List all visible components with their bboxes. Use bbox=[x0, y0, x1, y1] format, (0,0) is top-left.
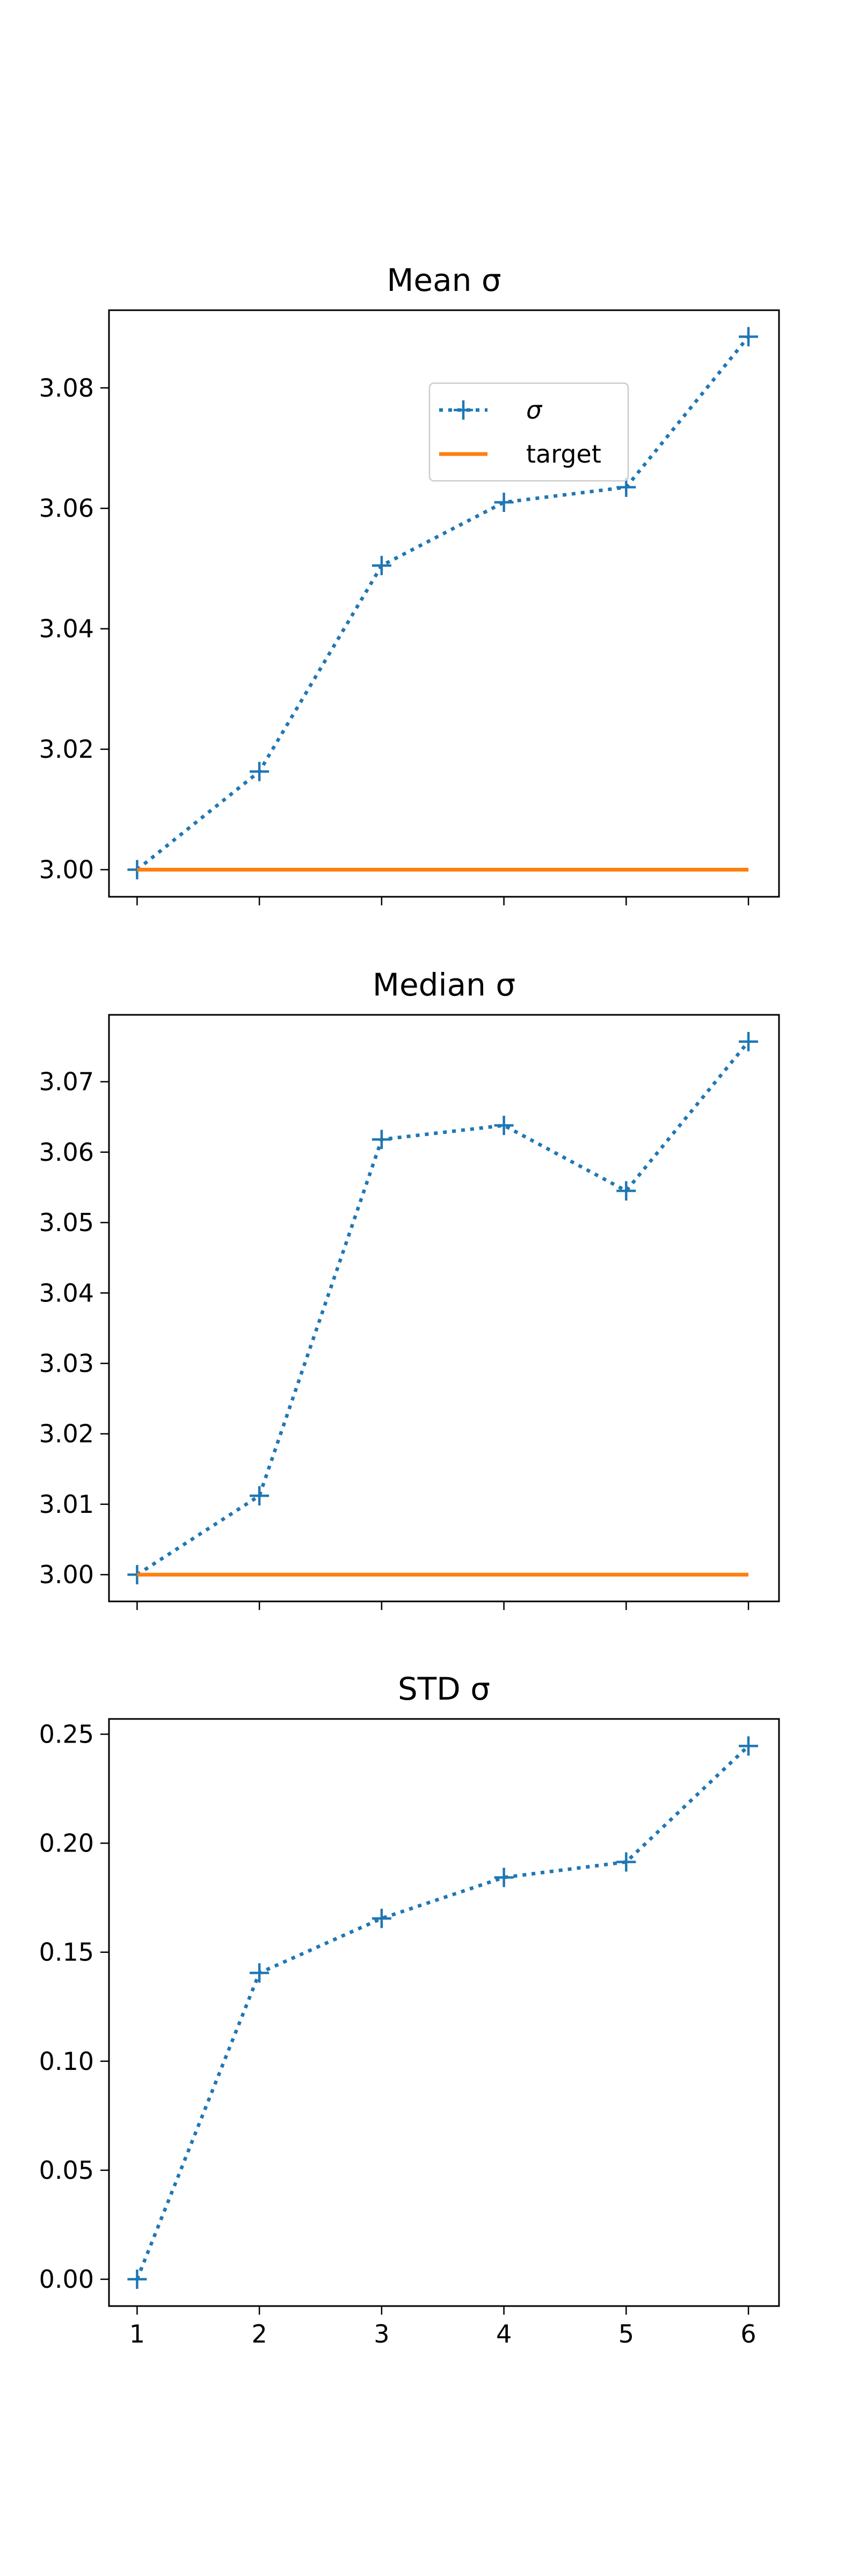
y-tick-label: 3.06 bbox=[39, 1138, 94, 1167]
sigma-point bbox=[127, 2270, 147, 2289]
axes-frame bbox=[108, 1014, 780, 1602]
sigma-point bbox=[739, 1736, 759, 1756]
x-tick-label: 3 bbox=[374, 2319, 389, 2348]
y-tick-label: 3.04 bbox=[39, 1278, 94, 1307]
sigma-point bbox=[616, 1852, 636, 1872]
chart-panel-2: Median σ 3.00 3.01 3.02 3.03 3.04 3.05 3.06 3.07 bbox=[39, 967, 780, 1610]
chart-panel-3: STD σ 1 2 3 4 5 6 0.00 0.05 0.10 0.15 0.20 0.25 bbox=[39, 1671, 780, 2348]
y-tick-label: 3.01 bbox=[39, 1490, 94, 1519]
charts: Mean σ 3.00 3.02 3.04 3.06 3.08 σ target Median … bbox=[39, 262, 780, 2348]
chart-title: Mean σ bbox=[387, 262, 501, 298]
sigma-point bbox=[739, 1031, 759, 1051]
sigma-point bbox=[250, 1963, 270, 1983]
y-tick-label: 0.25 bbox=[39, 1719, 94, 1748]
sigma-point bbox=[372, 1908, 391, 1928]
axes-frame bbox=[108, 309, 780, 898]
y-tick-label: 0.05 bbox=[39, 2156, 94, 2185]
y-tick-label: 3.00 bbox=[39, 855, 94, 884]
sigma-point bbox=[372, 555, 391, 575]
axes-frame bbox=[108, 1718, 780, 2307]
chart-title: Median σ bbox=[373, 967, 515, 1003]
y-tick-label: 0.10 bbox=[39, 2047, 94, 2076]
chart-title: STD σ bbox=[398, 1671, 490, 1707]
y-tick-label: 0.15 bbox=[39, 1938, 94, 1967]
legend-sigma-label: σ bbox=[526, 396, 543, 425]
sigma-point bbox=[494, 492, 514, 512]
legend-box bbox=[428, 382, 629, 482]
x-tick-label: 5 bbox=[618, 2319, 634, 2348]
y-tick-label: 3.05 bbox=[39, 1208, 94, 1237]
y-tick-label: 0.20 bbox=[39, 1829, 94, 1858]
x-tick-label: 6 bbox=[740, 2319, 756, 2348]
y-tick-label: 3.08 bbox=[39, 374, 94, 402]
sigma-line bbox=[135, 1745, 750, 2280]
y-tick-label: 3.02 bbox=[39, 735, 94, 764]
y-tick-label: 3.06 bbox=[39, 494, 94, 523]
sigma-point bbox=[739, 327, 759, 347]
x-tick-label: 2 bbox=[251, 2319, 267, 2348]
y-tick-label: 0.00 bbox=[39, 2265, 94, 2294]
chart-panel-1: Mean σ 3.00 3.02 3.04 3.06 3.08 σ target bbox=[39, 262, 780, 905]
y-tick-label: 3.00 bbox=[39, 1560, 94, 1589]
sigma-line bbox=[136, 1040, 750, 1576]
x-tick-label: 4 bbox=[496, 2319, 512, 2348]
sigma-point bbox=[494, 1868, 514, 1887]
y-tick-label: 3.02 bbox=[39, 1419, 94, 1448]
y-tick-label: 3.04 bbox=[39, 614, 94, 643]
legend-target-label: target bbox=[526, 440, 601, 469]
legend: σ target bbox=[428, 382, 629, 482]
sigma-point bbox=[372, 1130, 391, 1150]
sigma-point bbox=[494, 1116, 514, 1136]
y-tick-label: 3.07 bbox=[39, 1067, 94, 1096]
sigma-point bbox=[616, 1181, 636, 1201]
sigma-line bbox=[136, 335, 750, 872]
y-tick-label: 3.03 bbox=[39, 1349, 94, 1378]
sigma-point bbox=[250, 1486, 270, 1506]
x-tick-label: 1 bbox=[129, 2319, 145, 2348]
sigma-point bbox=[250, 762, 270, 781]
